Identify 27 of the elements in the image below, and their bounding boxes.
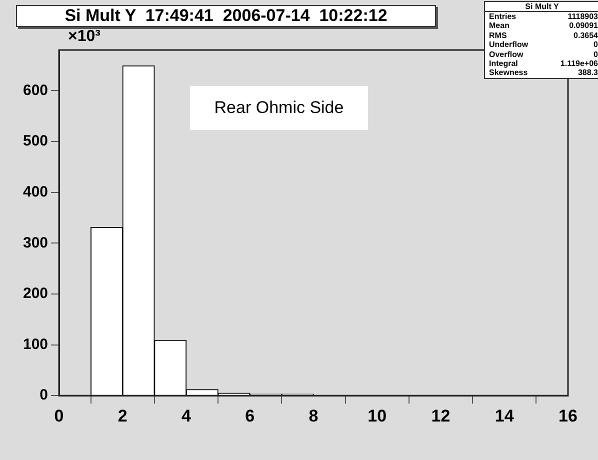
x-tick-label: 8: [308, 406, 318, 426]
x-tick-label: 0: [54, 406, 64, 426]
text: Mean 0.09091: [489, 21, 598, 30]
text: Integral 1.119e+06: [489, 59, 598, 68]
text: Underflow 0: [489, 40, 598, 50]
y-tick-label: 0: [40, 386, 48, 404]
annotation: Rear Ohmic Side: [190, 86, 368, 130]
x-tick-label: 16: [558, 406, 578, 426]
text: Overflow 0: [489, 50, 598, 59]
y-tick-label: 500: [22, 132, 48, 150]
text: Skewness 388.3: [489, 68, 598, 78]
text: Entries 1118903: [489, 12, 598, 21]
chart-title: Si Mult Y 17:49:41 2006-07-14 10:22:12: [16, 5, 436, 27]
y-tick-label: 100: [22, 336, 48, 353]
y-tick-label: 200: [22, 285, 48, 302]
x-tick-label: 14: [494, 406, 514, 426]
x-tick-label: 4: [182, 406, 192, 426]
x-tick-label: 2: [118, 406, 128, 426]
text: Si Mult Y: [485, 2, 598, 12]
x-tick-label: 10: [368, 406, 387, 426]
text: RMS 0.3654: [489, 30, 598, 40]
y-tick-label: 400: [22, 183, 48, 200]
y-tick-label: 300: [22, 234, 48, 252]
y-axis-title: ×10³: [68, 28, 100, 46]
x-tick-label: 12: [431, 406, 450, 426]
x-tick-label: 6: [245, 406, 255, 426]
y-tick-label: 600: [22, 82, 48, 99]
